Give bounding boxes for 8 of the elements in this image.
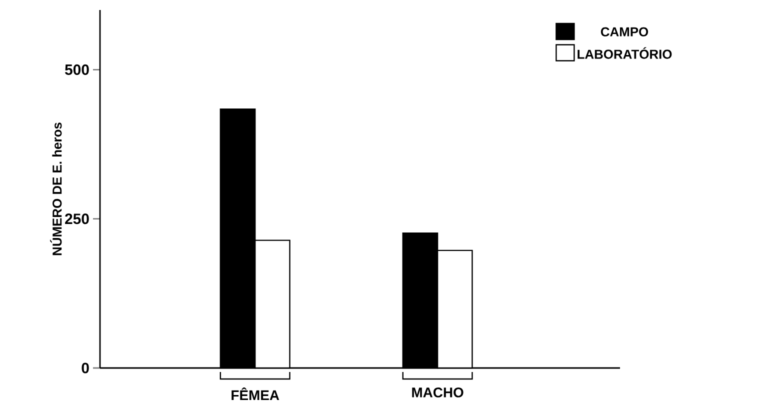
y-tick-label: 250: [65, 214, 89, 224]
y-tick-label: 0: [82, 362, 89, 374]
y-axis-title: NÚMERO DE E. heros: [50, 122, 62, 256]
legend-label: CAMPO: [600, 27, 648, 36]
y-tick-label: 500: [65, 64, 89, 75]
x-tick-label: MACHO: [412, 388, 464, 398]
legend-label: LABORATÓRIO: [578, 47, 672, 59]
x-tick-label: FÊMEA: [232, 388, 280, 400]
